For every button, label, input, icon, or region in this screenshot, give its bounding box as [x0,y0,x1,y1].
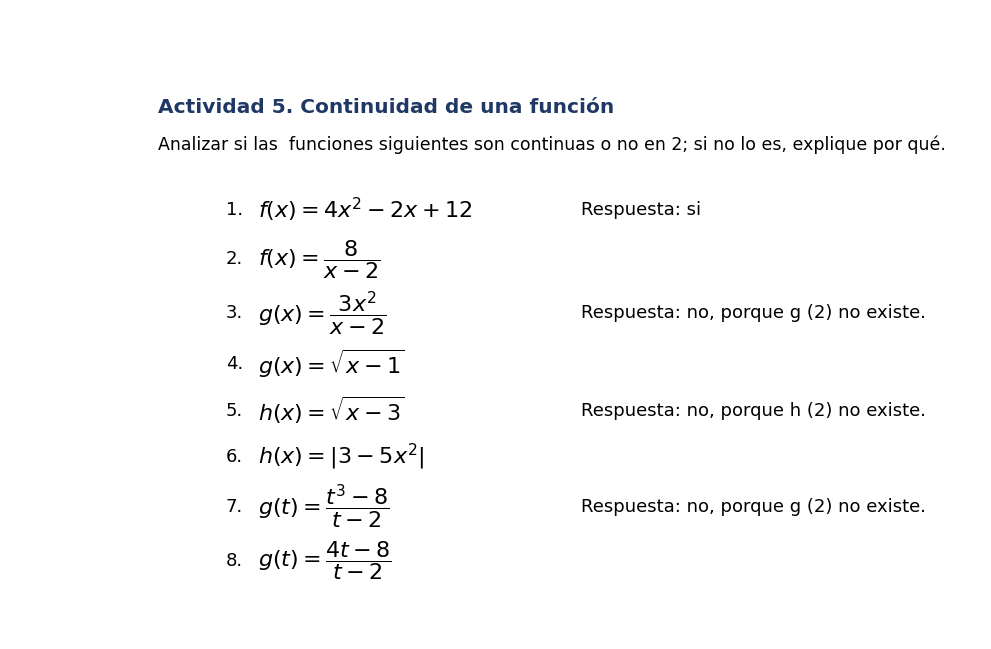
Text: 8.: 8. [226,552,243,570]
Text: $f(x) = 4x^2 - 2x + 12$: $f(x) = 4x^2 - 2x + 12$ [259,196,473,224]
Text: $g(t) = \dfrac{4t-8}{t-2}$: $g(t) = \dfrac{4t-8}{t-2}$ [259,539,392,582]
Text: 1.: 1. [226,201,243,219]
Text: $f(x) = \dfrac{8}{x-2}$: $f(x) = \dfrac{8}{x-2}$ [259,238,381,281]
Text: 7.: 7. [226,498,243,516]
Text: Respuesta: no, porque g (2) no existe.: Respuesta: no, porque g (2) no existe. [581,304,926,323]
Text: $g(x) = \dfrac{3x^2}{x-2}$: $g(x) = \dfrac{3x^2}{x-2}$ [259,289,386,337]
Text: Actividad 5. Continuidad de una función: Actividad 5. Continuidad de una función [159,98,614,117]
Text: 6.: 6. [226,448,243,466]
Text: Respuesta: si: Respuesta: si [581,201,701,219]
Text: $g(x) = \sqrt{x-1}$: $g(x) = \sqrt{x-1}$ [259,348,405,380]
Text: Respuesta: no, porque h (2) no existe.: Respuesta: no, porque h (2) no existe. [581,402,926,420]
Text: 4.: 4. [226,355,243,373]
Text: 2.: 2. [226,251,243,269]
Text: $h(x) = |3 - 5x^2|$: $h(x) = |3 - 5x^2|$ [259,442,425,472]
Text: Analizar si las  funciones siguientes son continuas o no en 2; si no lo es, expl: Analizar si las funciones siguientes son… [159,136,946,154]
Text: $h(x) = \sqrt{x-3}$: $h(x) = \sqrt{x-3}$ [259,395,405,426]
Text: $g(t) = \dfrac{t^3-8}{t-2}$: $g(t) = \dfrac{t^3-8}{t-2}$ [259,483,389,531]
Text: 5.: 5. [226,402,243,420]
Text: Respuesta: no, porque g (2) no existe.: Respuesta: no, porque g (2) no existe. [581,498,926,516]
Text: 3.: 3. [226,304,243,323]
